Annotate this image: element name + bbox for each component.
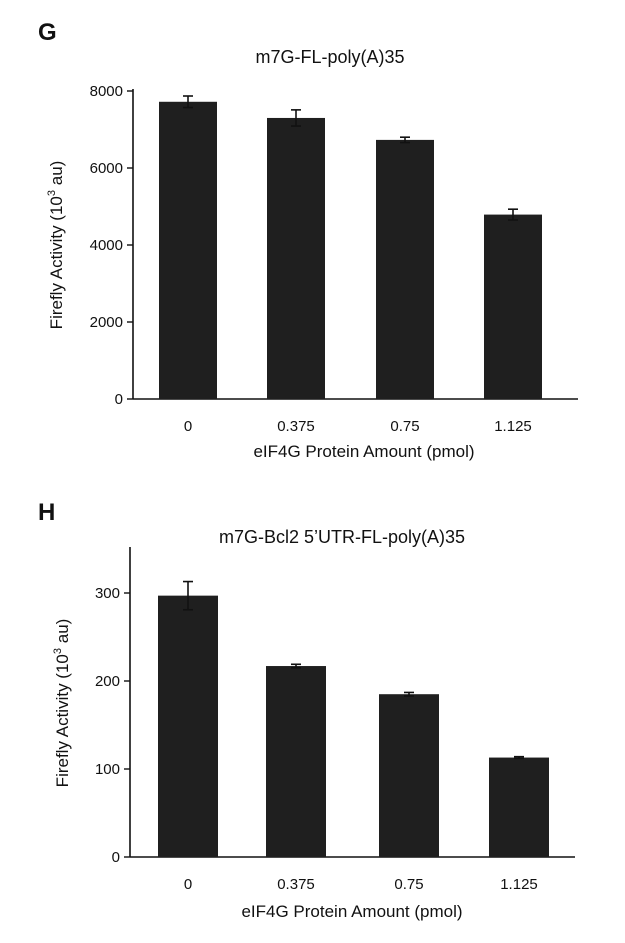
y-tick-label-g: 0 — [115, 391, 123, 408]
x-tick-label-g: 0 — [184, 418, 192, 435]
x-tick-label-g: 0.75 — [390, 418, 419, 435]
panel-h: H m7G-Bcl2 5’UTR-FL-poly(A)35 0 100 200 300… — [38, 499, 575, 921]
y-axis-label-h: Firefly Activity (103 au) — [52, 619, 72, 788]
x-tick-label-h: 0.75 — [394, 876, 423, 893]
y-tick-label-g: 2000 — [90, 314, 123, 331]
x-axis-label-g: eIF4G Protein Amount (pmol) — [253, 442, 474, 461]
y-tick-label-h: 0 — [112, 849, 120, 866]
x-tick-label-h: 0 — [184, 876, 192, 893]
y-tick-label-g: 4000 — [90, 237, 123, 254]
plot-area-h: 0 100 200 300 0 0.375 0.75 1.125 — [95, 547, 575, 893]
bar-g-1.125 — [484, 214, 542, 399]
bar-h-0.75 — [379, 694, 439, 857]
y-tick-label-g: 8000 — [90, 83, 123, 100]
x-tick-label-h: 0.375 — [277, 876, 315, 893]
x-tick-label-g: 1.125 — [494, 418, 532, 435]
bar-g-0.375 — [267, 117, 325, 399]
y-tick-label-g: 6000 — [90, 160, 123, 177]
x-axis-label-h: eIF4G Protein Amount (pmol) — [241, 902, 462, 921]
chart-title-g: m7G-FL-poly(A)35 — [255, 47, 404, 67]
y-tick-label-h: 100 — [95, 761, 120, 778]
plot-area-g: 0 2000 4000 6000 8000 0 0.375 0.75 1.125 — [90, 83, 578, 435]
bar-h-0.375 — [266, 666, 326, 857]
x-tick-label-h: 1.125 — [500, 876, 538, 893]
bar-h-1.125 — [489, 757, 549, 857]
bar-g-0 — [159, 101, 217, 399]
x-tick-label-g: 0.375 — [277, 418, 315, 435]
bar-h-0 — [158, 595, 218, 857]
panel-letter-g: G — [38, 19, 57, 46]
y-axis-label-g: Firefly Activity (103 au) — [46, 161, 66, 330]
y-tick-label-h: 300 — [95, 585, 120, 602]
chart-title-h: m7G-Bcl2 5’UTR-FL-poly(A)35 — [219, 527, 465, 547]
panel-letter-h: H — [38, 499, 55, 526]
bar-g-0.75 — [376, 139, 434, 399]
panel-g: G m7G-FL-poly(A)35 0 2000 4000 6000 8000 0 0.3… — [38, 19, 578, 461]
y-tick-label-h: 200 — [95, 673, 120, 690]
